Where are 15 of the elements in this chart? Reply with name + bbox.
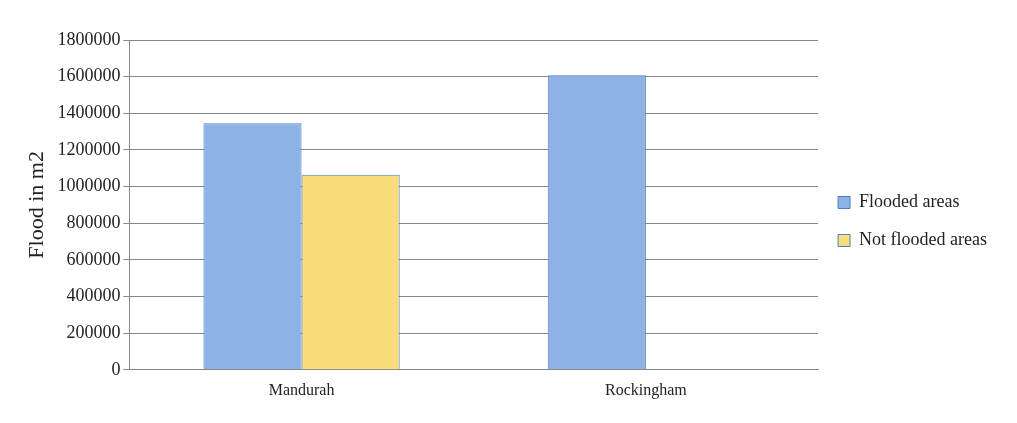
legend-label: Not flooded areas bbox=[859, 229, 987, 250]
y-tick-label: 0 bbox=[111, 358, 121, 379]
y-axis-title: Flood in m2 bbox=[22, 151, 48, 259]
y-tick-label: 400000 bbox=[66, 285, 121, 306]
y-tick-label: 600000 bbox=[66, 248, 121, 269]
y-tick-label: 1600000 bbox=[57, 65, 121, 86]
y-tick-label: 1400000 bbox=[57, 102, 121, 123]
y-tick-label: 1000000 bbox=[57, 175, 121, 196]
x-tick-label: Rockingham bbox=[605, 380, 688, 399]
x-tick-label: Mandurah bbox=[268, 380, 335, 398]
y-tick-label: 1200000 bbox=[57, 138, 121, 159]
y-tick-label: 800000 bbox=[66, 211, 121, 232]
y-tick-label: 1800000 bbox=[57, 28, 121, 49]
y-tick-label: 200000 bbox=[66, 321, 121, 342]
legend-label: Flooded areas bbox=[859, 191, 960, 212]
